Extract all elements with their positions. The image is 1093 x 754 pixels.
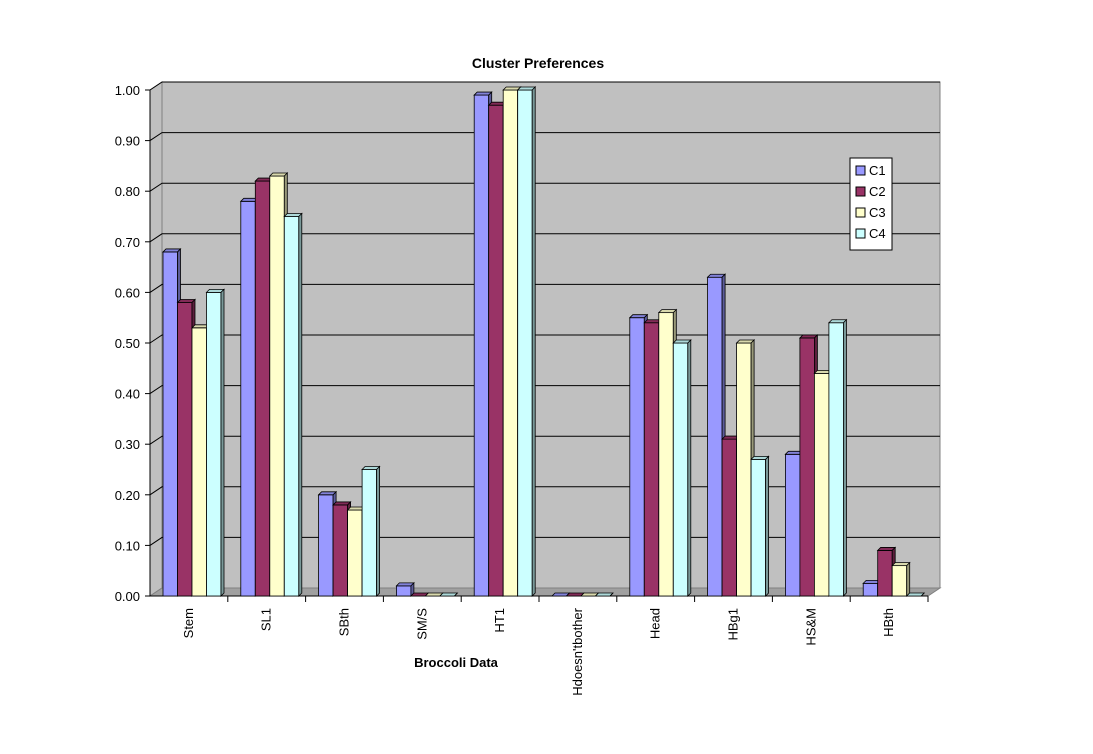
bar: [827, 318, 848, 597]
y-tick-label: 0.80: [115, 184, 140, 199]
y-tick-label: 1.00: [115, 83, 140, 98]
x-tick-label: SM/S: [414, 608, 429, 640]
y-tick-label: 0.70: [115, 235, 140, 250]
y-tick-label: 0.90: [115, 134, 140, 149]
legend-label: C4: [869, 226, 886, 241]
bar: [516, 86, 537, 597]
grid-line: [149, 233, 940, 243]
bar: [438, 592, 459, 597]
legend-swatch: [855, 165, 866, 176]
legend-label: C2: [869, 184, 886, 199]
legend-swatch: [855, 228, 866, 239]
bar: [594, 592, 614, 597]
bar: [672, 339, 692, 597]
x-tick-label: HT1: [492, 608, 507, 633]
grid-line: [149, 283, 940, 293]
x-tick-label: Head: [648, 608, 663, 639]
x-tick-label: Hdoesn'tbother: [570, 607, 585, 695]
bar: [361, 465, 381, 597]
x-tick-label: HBg1: [726, 608, 741, 641]
y-tick-label: 0.50: [115, 336, 140, 351]
legend-swatch: [855, 207, 866, 218]
bar: [283, 212, 303, 597]
y-tick-label: 0.30: [115, 437, 140, 452]
y-tick-label: 0.40: [115, 387, 140, 402]
x-tick-label: HBth: [881, 608, 896, 637]
chart-title: Cluster Preferences: [472, 55, 605, 71]
legend-label: C1: [869, 163, 886, 178]
x-axis-label: Broccoli Data: [414, 655, 499, 670]
legend: C1 C2 C3 C4: [849, 157, 893, 251]
bar: [891, 561, 911, 597]
tick-labels: 0.00 0.10 0.20 0.30 0.40 0.50 0.60 0.70 0.80 0.90…: [115, 83, 896, 696]
bar: [395, 581, 415, 597]
bar: [750, 455, 770, 597]
bar: [905, 592, 926, 597]
y-tick-label: 0.10: [115, 538, 140, 553]
bars: [162, 86, 926, 597]
legend-label: C3: [869, 205, 886, 220]
x-tick-label: SBth: [337, 608, 352, 636]
grid-line: [149, 334, 940, 344]
y-tick-label: 0.00: [115, 589, 140, 604]
y-tick-label: 0.20: [115, 488, 140, 503]
bar: [205, 288, 225, 597]
grid-line: [149, 182, 940, 192]
y-tick-label: 0.60: [115, 285, 140, 300]
grid-line: [149, 132, 940, 142]
x-tick-label: HS&M: [803, 608, 818, 646]
legend-swatch: [855, 186, 866, 197]
grid-line: [149, 81, 940, 91]
x-tick-label: SL1: [259, 608, 274, 631]
x-tick-label: Stem: [181, 608, 196, 638]
